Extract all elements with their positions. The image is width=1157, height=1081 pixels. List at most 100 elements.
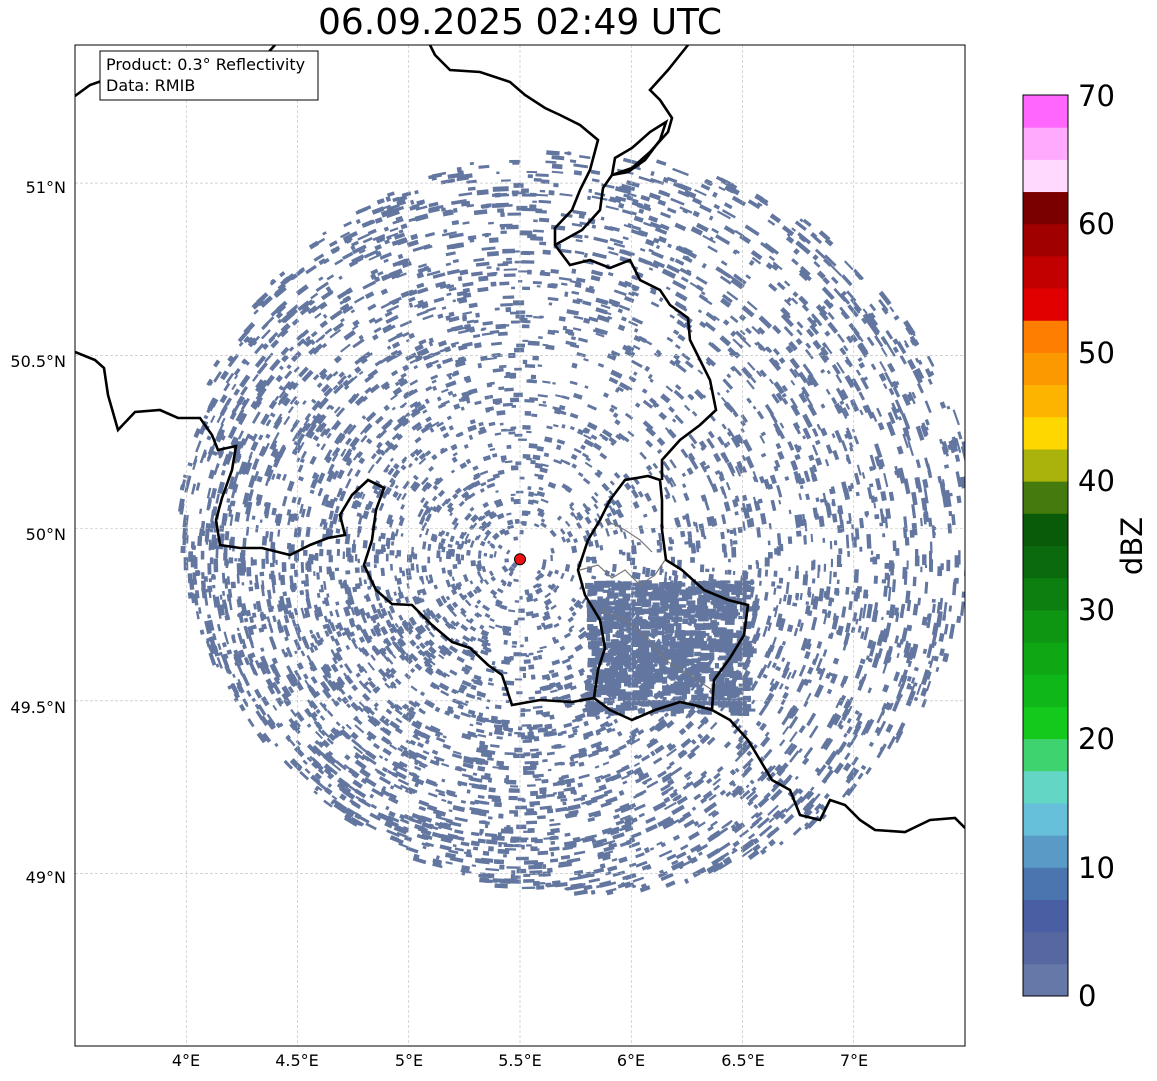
echo-bin xyxy=(612,563,617,572)
echo-bin xyxy=(669,481,674,488)
echo-bin xyxy=(440,690,450,697)
echo-bin xyxy=(789,397,799,409)
echo-bin xyxy=(597,362,605,368)
echo-bin xyxy=(354,554,358,562)
echo-bin xyxy=(831,433,836,439)
echo-bin xyxy=(522,359,528,365)
echo-bin xyxy=(496,760,505,767)
echo-bin xyxy=(778,577,784,584)
echo-bin xyxy=(720,297,732,308)
echo-bin xyxy=(513,652,522,657)
echo-bin xyxy=(745,784,750,789)
echo-bin xyxy=(488,237,499,243)
echo-bin xyxy=(720,177,735,187)
echo-bin xyxy=(785,581,790,595)
echo-bin xyxy=(639,247,646,252)
echo-bin xyxy=(458,500,465,507)
echo-bin xyxy=(746,397,753,404)
echo-bin xyxy=(335,601,340,606)
echo-bin xyxy=(509,810,519,814)
echo-bin xyxy=(592,329,600,334)
echo-bin xyxy=(545,882,552,887)
echo-bin xyxy=(673,570,678,576)
echo-bin xyxy=(246,336,254,344)
echo-bin xyxy=(236,663,244,676)
echo-bin xyxy=(425,779,438,787)
echo-bin xyxy=(256,399,262,406)
echo-bin xyxy=(560,854,571,860)
echo-bin xyxy=(536,815,542,819)
echo-bin xyxy=(312,635,319,644)
echo-bin xyxy=(841,481,848,493)
echo-bin xyxy=(607,271,614,277)
echo-bin xyxy=(401,331,410,338)
echo-bin xyxy=(654,227,668,235)
echo-bin xyxy=(498,813,504,819)
echo-bin xyxy=(210,542,215,550)
echo-bin xyxy=(455,553,461,562)
echo-bin xyxy=(500,230,507,235)
echo-bin xyxy=(231,481,237,491)
echo-bin xyxy=(223,382,231,392)
echo-bin xyxy=(972,496,977,506)
echo-bin xyxy=(709,721,718,730)
echo-bin xyxy=(528,652,534,656)
echo-bin xyxy=(366,562,371,567)
echo-bin xyxy=(772,261,783,271)
echo-bin xyxy=(518,608,525,613)
echo-bin xyxy=(652,259,666,269)
echo-bin xyxy=(336,630,343,638)
echo-bin xyxy=(447,548,453,554)
echo-bin xyxy=(188,551,192,562)
echo-bin xyxy=(464,664,473,671)
echo-bin xyxy=(884,562,890,569)
echo-bin xyxy=(536,625,542,631)
echo-bin xyxy=(352,586,358,593)
echo-bin xyxy=(913,696,919,702)
echo-bin xyxy=(588,877,601,884)
echo-bin xyxy=(514,518,520,524)
echo-bin xyxy=(464,512,472,521)
echo-bin xyxy=(835,590,840,596)
echo-bin xyxy=(935,610,943,628)
echo-bin xyxy=(514,367,522,371)
echo-bin xyxy=(226,649,233,655)
echo-bin xyxy=(532,655,539,661)
echo-bin xyxy=(278,722,284,728)
echo-bin xyxy=(446,327,456,333)
echo-bin xyxy=(383,226,390,232)
echo-bin xyxy=(222,590,226,596)
echo-bin xyxy=(738,789,745,796)
echo-bin xyxy=(798,725,806,734)
echo-bin xyxy=(345,570,351,575)
echo-bin xyxy=(395,717,403,724)
echo-bin xyxy=(724,570,728,575)
echo-bin xyxy=(704,500,710,511)
echo-bin xyxy=(705,568,710,573)
echo-bin xyxy=(870,550,874,555)
echo-bin xyxy=(409,706,415,712)
echo-bin xyxy=(417,817,427,824)
echo-bin xyxy=(524,399,535,403)
echo-bin xyxy=(732,540,738,545)
echo-bin xyxy=(487,777,493,783)
echo-bin xyxy=(249,616,255,624)
echo-bin xyxy=(485,867,500,872)
echo-bin xyxy=(653,662,659,668)
echo-bin xyxy=(618,304,631,312)
echo-bin xyxy=(408,699,418,708)
echo-bin xyxy=(378,647,387,657)
echo-bin xyxy=(778,840,784,846)
echo-bin xyxy=(542,623,552,631)
echo-bin xyxy=(447,833,459,838)
echo-bin xyxy=(486,699,491,703)
echo-bin xyxy=(840,311,849,320)
echo-bin xyxy=(658,532,662,542)
echo-bin xyxy=(727,569,732,575)
echo-bin xyxy=(407,462,413,469)
echo-bin xyxy=(723,501,731,512)
echo-bin xyxy=(492,878,501,883)
echo-bin xyxy=(272,555,276,564)
echo-bin xyxy=(623,223,634,229)
echo-bin xyxy=(454,847,464,852)
